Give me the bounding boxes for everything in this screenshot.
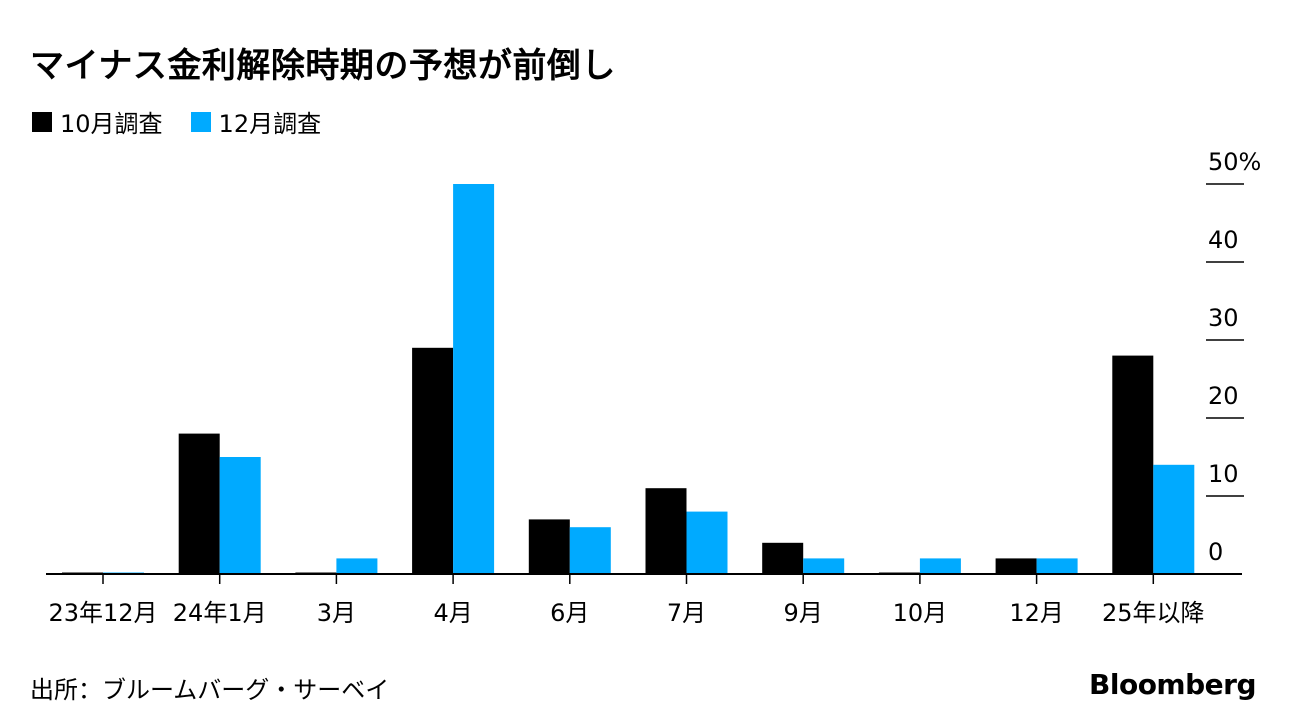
x-tick-label: 6月: [550, 599, 589, 627]
source-note: 出所：ブルームバーグ・サーベイ: [30, 676, 390, 704]
x-tick-label: 10月: [893, 599, 948, 627]
x-tick-label: 9月: [784, 599, 823, 627]
y-tick-label: 40: [1208, 226, 1239, 254]
y-tick-label: 30: [1208, 304, 1239, 332]
legend-item-december: 12月調査: [190, 104, 322, 139]
bar-december: [453, 184, 495, 574]
x-tick-label: 3月: [317, 599, 356, 627]
bar-december: [569, 527, 611, 574]
bar-october: [178, 433, 220, 574]
y-tick-label: 0: [1208, 538, 1223, 566]
bar-december: [686, 511, 728, 574]
x-tick-label: 12月: [1009, 599, 1064, 627]
x-tick-label: 23年12月: [48, 599, 157, 627]
bar-december: [803, 558, 845, 574]
legend-label-october: 10月調査: [60, 110, 163, 138]
legend-swatch-december: [190, 111, 211, 132]
bar-october: [1112, 355, 1154, 574]
bar-october: [645, 488, 687, 574]
bloomberg-logo: Bloomberg: [1089, 668, 1256, 701]
y-tick-label: 50%: [1208, 148, 1261, 176]
bar-december: [1153, 464, 1195, 574]
legend-swatch-october: [32, 111, 52, 132]
chart-title: マイナス金利解除時期の予想が前倒し: [30, 46, 616, 86]
bar-october: [995, 558, 1037, 574]
x-tick-label: 25年以降: [1102, 599, 1205, 627]
bar-december: [336, 558, 378, 574]
legend: 10月調査 12月調査: [32, 104, 349, 139]
bar-december: [219, 457, 261, 574]
bar-october: [528, 519, 570, 574]
y-tick-label: 10: [1208, 460, 1239, 488]
bar-december: [1036, 558, 1078, 574]
legend-label-december: 12月調査: [218, 110, 322, 138]
bar-october: [412, 347, 454, 574]
x-tick-label: 4月: [433, 599, 472, 627]
bar-october: [762, 542, 804, 574]
x-tick-label: 24年1月: [173, 599, 267, 627]
legend-item-october: 10月調査: [32, 104, 163, 139]
y-tick-label: 20: [1208, 382, 1239, 410]
bar-december: [919, 558, 961, 574]
x-tick-label: 7月: [667, 599, 706, 627]
